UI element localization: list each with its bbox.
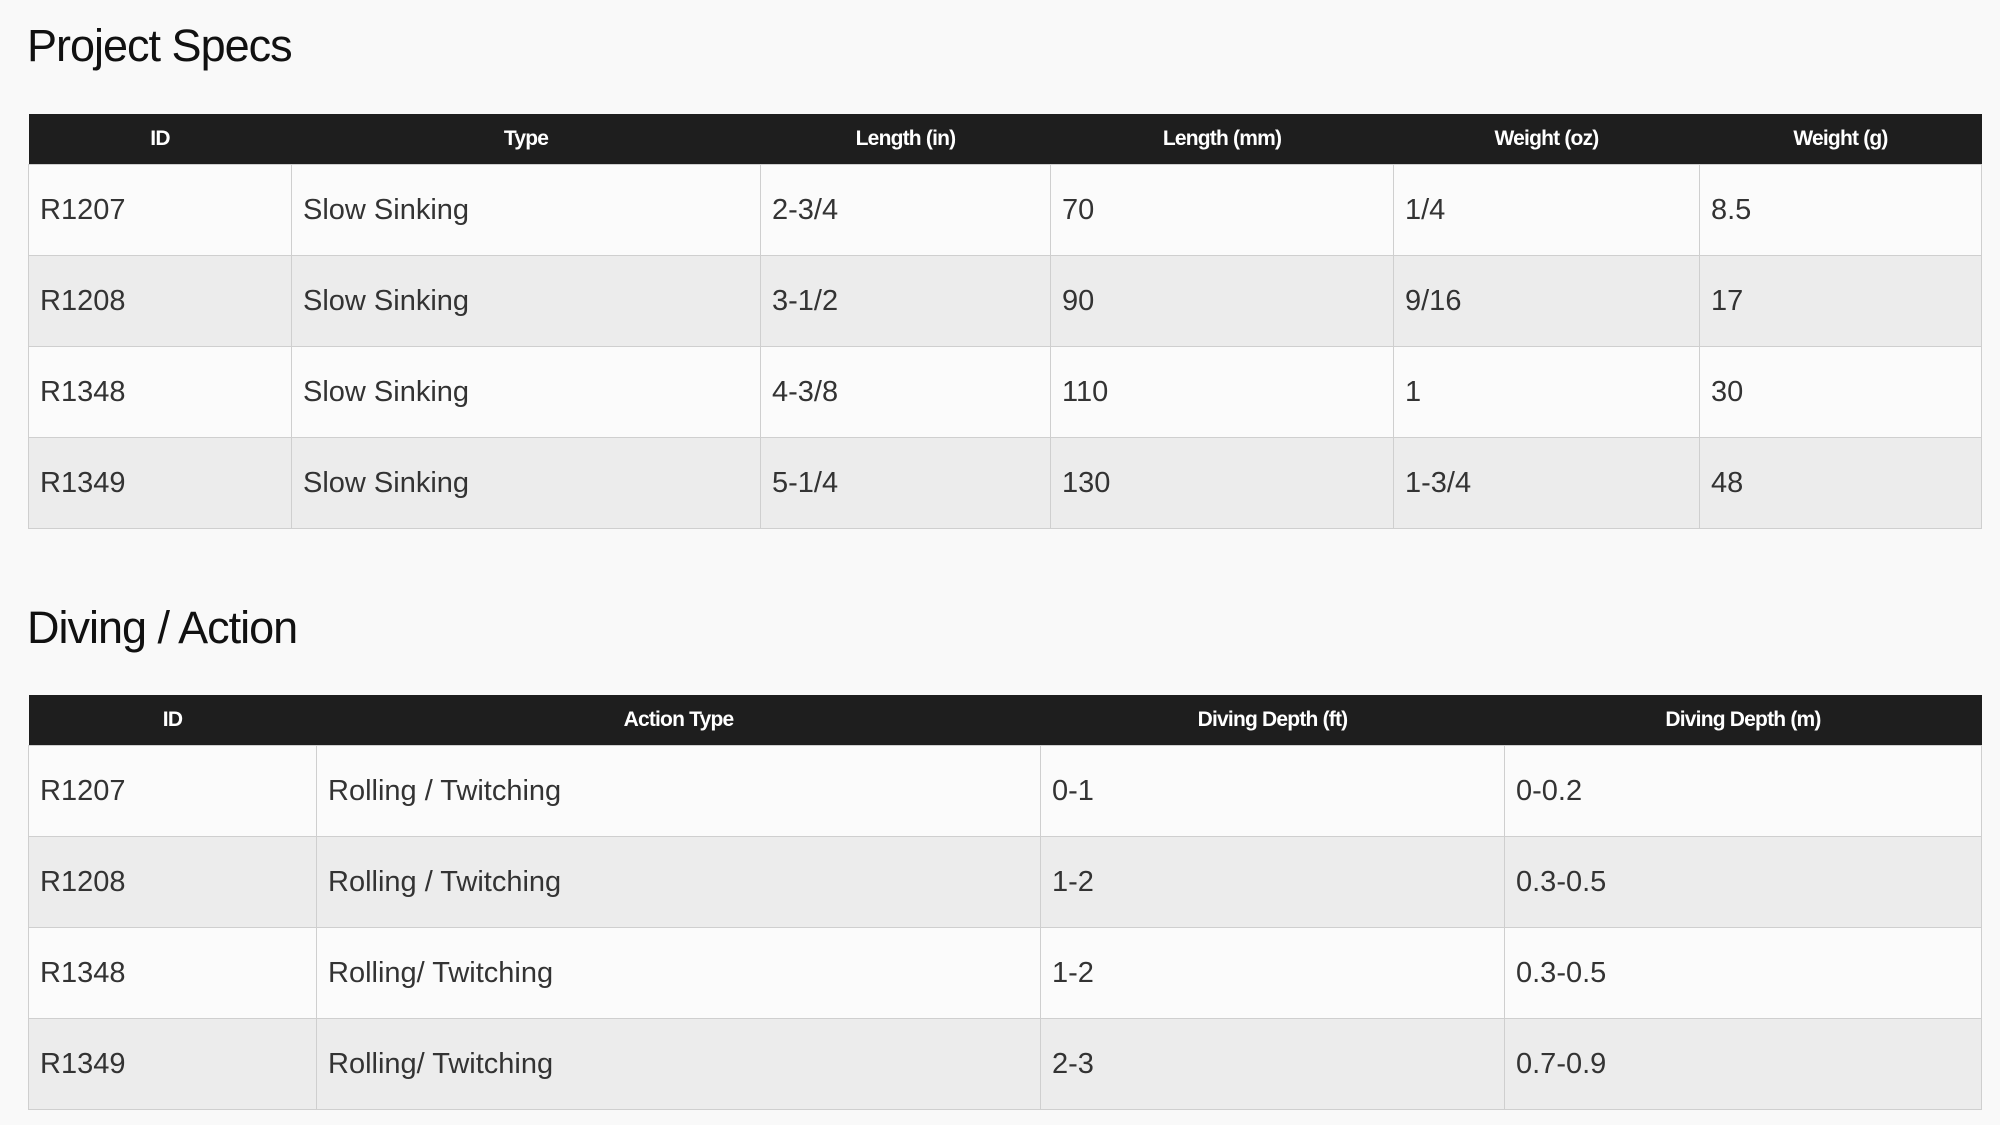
table-cell: 130	[1050, 437, 1394, 529]
section-title-project-specs: Project Specs	[27, 20, 293, 71]
table-cell: 8.5	[1699, 164, 1982, 256]
table-cell: R1348	[28, 927, 317, 1019]
table-cell: R1348	[28, 346, 292, 438]
table-cell: 1-3/4	[1393, 437, 1700, 529]
table-cell: 110	[1050, 346, 1394, 438]
column-header: Weight (g)	[1699, 114, 1982, 165]
column-header: ID	[28, 695, 317, 746]
table-cell: 1	[1393, 346, 1700, 438]
table-cell: Rolling / Twitching	[316, 745, 1041, 837]
table-row: R1349 Rolling/ Twitching 2-3 0.7-0.9	[28, 1018, 1982, 1110]
table-cell: R1349	[28, 1018, 317, 1110]
table-cell: 17	[1699, 255, 1982, 347]
project-specs-table: ID Type Length (in) Length (mm) Weight (oz) W…	[28, 114, 1982, 529]
table-cell: R1208	[28, 255, 292, 347]
table-header-row: ID Action Type Diving Depth (ft) Diving Dep…	[28, 695, 1982, 746]
table-cell: 2-3	[1040, 1018, 1505, 1110]
column-header: Weight (oz)	[1393, 114, 1700, 165]
table-cell: 5-1/4	[760, 437, 1051, 529]
table-cell: 9/16	[1393, 255, 1700, 347]
table-cell: 1/4	[1393, 164, 1700, 256]
table-cell: 0.7-0.9	[1504, 1018, 1982, 1110]
table-row: R1207 Rolling / Twitching 0-1 0-0.2	[28, 745, 1982, 837]
table-cell: R1208	[28, 836, 317, 928]
table-cell: Rolling / Twitching	[316, 836, 1041, 928]
table-row: R1348 Rolling/ Twitching 1-2 0.3-0.5	[28, 927, 1982, 1019]
table-cell: Slow Sinking	[291, 437, 761, 529]
section-title-diving-action: Diving / Action	[27, 602, 298, 653]
table-cell: R1207	[28, 164, 292, 256]
table-row: R1208 Slow Sinking 3-1/2 90 9/16 17	[28, 255, 1982, 347]
table-cell: R1207	[28, 745, 317, 837]
table-cell: 0-1	[1040, 745, 1505, 837]
table-header-row: ID Type Length (in) Length (mm) Weight (oz) W…	[28, 114, 1982, 165]
table-cell: Slow Sinking	[291, 346, 761, 438]
column-header: Diving Depth (ft)	[1040, 695, 1505, 746]
table-cell: 0-0.2	[1504, 745, 1982, 837]
table-cell: 48	[1699, 437, 1982, 529]
table-cell: 1-2	[1040, 836, 1505, 928]
table-cell: Rolling/ Twitching	[316, 927, 1041, 1019]
table-cell: Slow Sinking	[291, 255, 761, 347]
table-cell: 70	[1050, 164, 1394, 256]
table-row: R1349 Slow Sinking 5-1/4 130 1-3/4 48	[28, 437, 1982, 529]
table-cell: Slow Sinking	[291, 164, 761, 256]
table-cell: 30	[1699, 346, 1982, 438]
column-header: Type	[291, 114, 761, 165]
column-header: Length (mm)	[1050, 114, 1394, 165]
table-cell: 1-2	[1040, 927, 1505, 1019]
table-cell: 0.3-0.5	[1504, 927, 1982, 1019]
column-header: ID	[28, 114, 292, 165]
table-cell: 0.3-0.5	[1504, 836, 1982, 928]
table-row: R1208 Rolling / Twitching 1-2 0.3-0.5	[28, 836, 1982, 928]
table-cell: R1349	[28, 437, 292, 529]
table-cell: Rolling/ Twitching	[316, 1018, 1041, 1110]
table-row: R1348 Slow Sinking 4-3/8 110 1 30	[28, 346, 1982, 438]
column-header: Diving Depth (m)	[1504, 695, 1982, 746]
table-cell: 90	[1050, 255, 1394, 347]
table-cell: 4-3/8	[760, 346, 1051, 438]
diving-action-table: ID Action Type Diving Depth (ft) Diving Dep…	[28, 695, 1982, 1110]
table-cell: 3-1/2	[760, 255, 1051, 347]
table-cell: 2-3/4	[760, 164, 1051, 256]
table-row: R1207 Slow Sinking 2-3/4 70 1/4 8.5	[28, 164, 1982, 256]
column-header: Length (in)	[760, 114, 1051, 165]
column-header: Action Type	[316, 695, 1041, 746]
